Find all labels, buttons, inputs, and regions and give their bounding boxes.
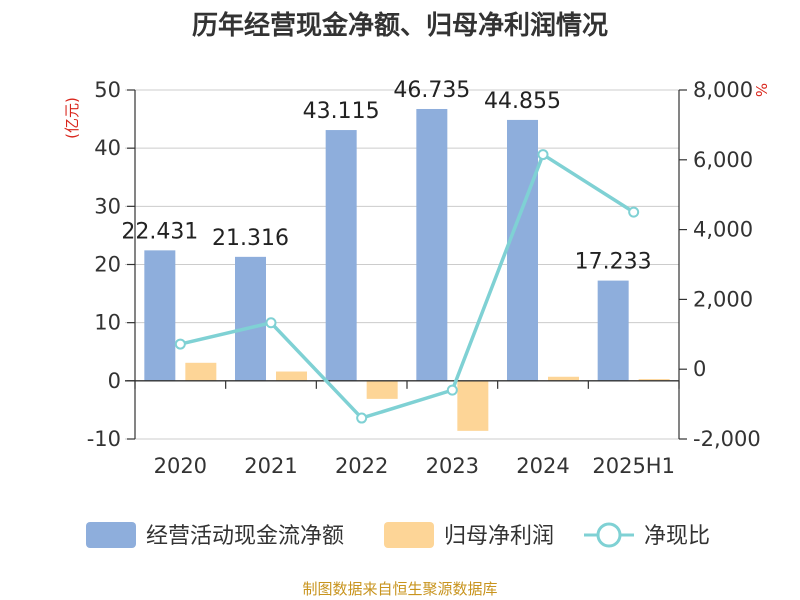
- bar-profit-2020: [185, 362, 217, 381]
- data-label-cash-2023: 46.735: [393, 78, 470, 103]
- x-tick-label-2022: 2022: [335, 454, 388, 478]
- chart-title: 历年经营现金净额、归母净利润情况: [192, 10, 608, 41]
- x-tick-label-2021: 2021: [244, 454, 297, 478]
- x-tick-label-2025H1: 2025H1: [592, 454, 675, 478]
- tick-labels: 2020 2021 2022 2023 2024 2025H1 50 40 30 20 10 0 -10…: [87, 78, 761, 478]
- bar-cash-2023: [416, 108, 448, 381]
- left-tick-label-3: 20: [94, 253, 121, 277]
- legend-label-ratio: 净现比: [644, 524, 710, 549]
- data-label-cash-2021: 21.316: [212, 226, 289, 251]
- ratio-point-2021: [265, 317, 277, 329]
- right-tick-label-5: -2,000: [693, 427, 761, 451]
- right-tick-label-3: 2,000: [693, 287, 753, 311]
- bar-profit-2023: [457, 380, 489, 431]
- ratio-point-2020: [174, 338, 186, 350]
- bars: [144, 108, 670, 431]
- data-label-cash-2024: 44.855: [484, 89, 561, 114]
- left-axis-unit: (亿元): [63, 97, 81, 139]
- left-tick-label-6: -10: [87, 427, 121, 451]
- right-tick-label-1: 6,000: [693, 148, 753, 172]
- data-label-cash-2022: 43.115: [303, 99, 380, 124]
- right-tick-label-0: 8,000: [693, 78, 753, 102]
- legend: 经营活动现金流净额 归母净利润 净现比: [86, 522, 710, 549]
- data-label-cash-2025H1: 17.233: [575, 250, 652, 275]
- left-tick-label-0: 50: [94, 78, 121, 102]
- right-axis-unit: %: [752, 83, 770, 97]
- x-tick-label-2020: 2020: [154, 454, 207, 478]
- gridlines: [125, 89, 679, 440]
- legend-swatch-profit: [384, 522, 434, 548]
- data-label-cash-2020: 22.431: [121, 219, 198, 244]
- ratio-point-2025H1: [628, 206, 640, 218]
- ratio-point-2023: [446, 384, 458, 396]
- legend-swatch-ratio-marker: [596, 522, 622, 548]
- legend-label-cash: 经营活动现金流净额: [146, 524, 344, 549]
- right-tick-label-4: 0: [693, 357, 706, 381]
- bar-cash-2025H1: [597, 280, 629, 381]
- ratio-polyline: [179, 151, 635, 421]
- bar-cash-2022: [325, 130, 357, 381]
- source-note: 制图数据来自恒生聚源数据库: [302, 580, 497, 598]
- x-tick-label-2024: 2024: [516, 454, 569, 478]
- bar-profit-2025H1: [638, 379, 670, 381]
- legend-label-profit: 归母净利润: [444, 524, 554, 549]
- x-tick-label-2023: 2023: [426, 454, 479, 478]
- left-tick-label-4: 10: [94, 311, 121, 335]
- bar-profit-2024: [548, 376, 579, 381]
- bar-cash-2021: [235, 256, 266, 381]
- bar-profit-2022: [366, 380, 398, 399]
- bar-cash-2020: [144, 250, 176, 381]
- ratio-point-2022: [356, 412, 368, 424]
- ratio-point-2024: [537, 149, 549, 161]
- legend-swatch-cash: [86, 522, 136, 548]
- ratio-line: [174, 149, 640, 424]
- left-tick-label-5: 0: [108, 369, 121, 393]
- left-tick-label-1: 40: [94, 136, 121, 160]
- bar-profit-2021: [276, 371, 307, 381]
- bar-cash-2024: [507, 119, 538, 381]
- right-tick-label-2: 4,000: [693, 218, 753, 242]
- axes: [125, 89, 687, 440]
- data-labels: 22.431 21.316 43.115 46.735 44.855 17.233: [121, 78, 651, 275]
- left-tick-label-2: 30: [94, 194, 121, 218]
